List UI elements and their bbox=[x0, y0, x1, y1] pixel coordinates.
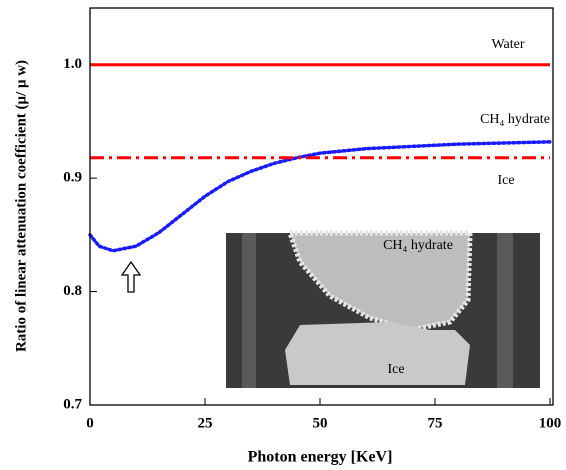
series-label: Water bbox=[491, 37, 524, 52]
x-tick-label: 75 bbox=[428, 415, 443, 431]
y-tick-label: 0.7 bbox=[63, 396, 82, 412]
inset-photo bbox=[226, 230, 540, 388]
series-label: CH₄ hydrate bbox=[480, 112, 550, 127]
inset-label: CH₄ hydrate bbox=[383, 238, 453, 253]
inset-strip bbox=[497, 233, 513, 388]
x-tick-label: 50 bbox=[313, 415, 328, 431]
inset-strip bbox=[242, 233, 256, 388]
series-line bbox=[88, 140, 552, 253]
y-tick-label: 0.9 bbox=[63, 170, 82, 186]
series-label: Ice bbox=[497, 173, 514, 188]
y-tick-label: 1.0 bbox=[63, 56, 82, 72]
inset-ice-region bbox=[285, 322, 470, 385]
y-tick-label: 0.8 bbox=[63, 283, 82, 299]
plot-frame bbox=[89, 7, 554, 406]
x-tick-label: 0 bbox=[86, 415, 94, 431]
minimum-arrow bbox=[120, 260, 142, 293]
y-axis-label: Ratio of linear attenuation coefficient … bbox=[13, 60, 29, 352]
x-axis-label: Photon energy [KeV] bbox=[248, 449, 393, 466]
x-tick-label: 100 bbox=[539, 415, 562, 431]
x-tick-label: 25 bbox=[198, 415, 213, 431]
inset-label: Ice bbox=[387, 362, 404, 377]
